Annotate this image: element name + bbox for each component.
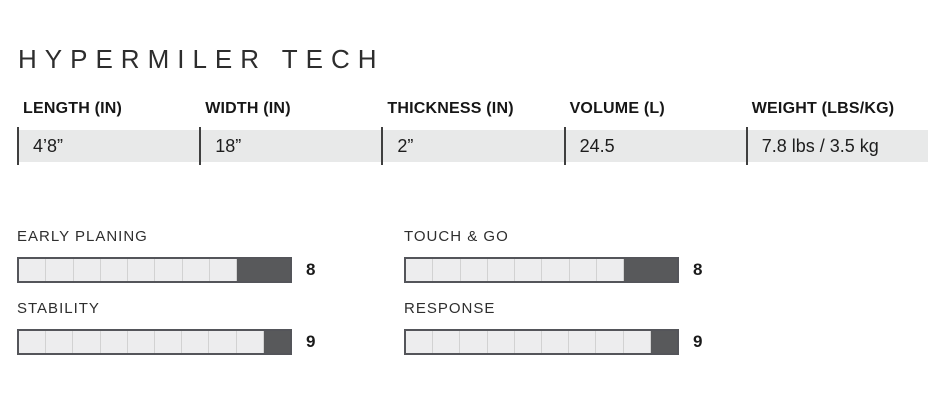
spec-value-row: 4’8” 18” 2” 24.5 7.8 lbs / 3.5 kg (17, 127, 928, 165)
spec-header-width: WIDTH (IN) (205, 100, 291, 117)
rating-item-stability: STABILITY 9 (17, 300, 404, 355)
bar-segment-empty (73, 259, 101, 281)
spec-value-volume: 24.5 (579, 135, 615, 156)
bar-segment-empty (19, 331, 47, 353)
bar-segment-empty (487, 331, 515, 353)
bar-segment-empty (433, 259, 461, 281)
rating-item-early-planing: EARLY PLANING 8 (17, 228, 404, 283)
column-divider (745, 127, 748, 165)
bar-segment-empty (542, 259, 570, 281)
bar-segment-empty (127, 331, 156, 353)
ratings-grid: EARLY PLANING 8 TOUCH & GO 8 STABILITY 9… (17, 228, 702, 355)
bar-segment-empty (460, 259, 488, 281)
spec-value-thickness: 2” (397, 135, 414, 156)
bar-segment-empty (182, 331, 210, 353)
bar-segment-empty (100, 259, 129, 281)
rating-item-response: RESPONSE 9 (404, 300, 702, 355)
bar-segment-filled (237, 259, 264, 281)
bar-segment-empty (236, 331, 264, 353)
bar-segment-empty (19, 259, 47, 281)
spec-header-row: LENGTH (IN) WIDTH (IN) THICKNESS (IN) VO… (17, 100, 928, 118)
column-divider (199, 127, 202, 165)
rating-label: RESPONSE (404, 300, 496, 317)
spec-value-length: 4’8” (33, 135, 64, 156)
bar-segment-empty (542, 331, 570, 353)
rating-score: 9 (306, 332, 316, 351)
bar-segment-empty (569, 331, 597, 353)
rating-bar (17, 257, 292, 283)
bar-segment-empty (46, 259, 74, 281)
bar-segment-empty (73, 331, 101, 353)
spec-cell-length: 4’8” (17, 127, 199, 165)
bar-segment-empty (515, 259, 543, 281)
rating-label: TOUCH & GO (404, 228, 509, 245)
bar-segment-empty (209, 331, 237, 353)
spec-value-weight: 7.8 lbs / 3.5 kg (761, 135, 879, 156)
bar-segment-filled (263, 331, 291, 353)
spec-table: LENGTH (IN) WIDTH (IN) THICKNESS (IN) VO… (17, 100, 928, 165)
page-title: HYPERMILER TECH (18, 44, 385, 74)
bar-segment-empty (155, 259, 183, 281)
spec-header-volume: VOLUME (L) (569, 100, 665, 117)
rating-score: 9 (693, 332, 703, 351)
bar-segment-empty (514, 331, 543, 353)
bar-segment-empty (569, 259, 598, 281)
rating-bar (404, 329, 679, 355)
spec-cell-weight: 7.8 lbs / 3.5 kg (745, 127, 928, 165)
rating-bar (404, 257, 679, 283)
bar-segment-empty (128, 259, 156, 281)
bar-segment-empty (433, 331, 461, 353)
bar-segment-empty (460, 331, 488, 353)
bar-segment-empty (406, 259, 434, 281)
column-divider (17, 127, 19, 165)
column-divider (381, 127, 384, 165)
bar-segment-empty (487, 259, 516, 281)
spec-header-length: LENGTH (IN) (23, 100, 123, 117)
rating-bar (17, 329, 292, 355)
bar-segment-filled (624, 259, 651, 281)
spec-header-thickness: THICKNESS (IN) (387, 100, 514, 117)
spec-header-weight: WEIGHT (LBS/KG) (751, 100, 895, 117)
spec-cell-thickness: 2” (381, 127, 563, 165)
bar-segment-empty (100, 331, 128, 353)
bar-segment-empty (597, 259, 625, 281)
bar-segment-empty (596, 331, 624, 353)
column-divider (563, 127, 566, 165)
rating-label: EARLY PLANING (17, 228, 148, 245)
rating-score: 8 (306, 260, 316, 279)
bar-segment-filled (650, 331, 678, 353)
bar-segment-empty (155, 331, 183, 353)
bar-segment-empty (406, 331, 434, 353)
bar-segment-filled (650, 259, 677, 281)
spec-value-width: 18” (215, 135, 242, 156)
rating-item-touch-and-go: TOUCH & GO 8 (404, 228, 702, 283)
rating-score: 8 (693, 260, 703, 279)
spec-cell-volume: 24.5 (563, 127, 746, 165)
spec-cell-width: 18” (199, 127, 381, 165)
bar-segment-empty (182, 259, 211, 281)
bar-segment-empty (210, 259, 238, 281)
bar-segment-empty (46, 331, 74, 353)
bar-segment-filled (263, 259, 290, 281)
rating-label: STABILITY (17, 300, 100, 317)
bar-segment-empty (623, 331, 651, 353)
